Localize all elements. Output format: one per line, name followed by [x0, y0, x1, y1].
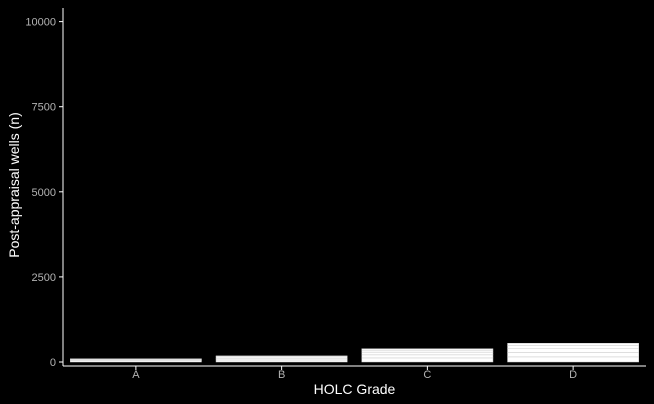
x-tick-label: C [423, 369, 431, 381]
y-tick-label: 10000 [25, 17, 56, 29]
y-tick-label: 7500 [32, 102, 56, 114]
bar-segment [361, 354, 494, 359]
y-tick-label: 2500 [32, 272, 56, 284]
bar-segment [361, 351, 494, 356]
bar-segment [215, 355, 348, 358]
bar-segment [361, 348, 494, 351]
bar-segment [215, 359, 348, 363]
bars-group [70, 343, 639, 363]
bar-segment [215, 358, 348, 361]
bar-C [361, 348, 494, 363]
bar-segment [507, 348, 639, 353]
bar-B [215, 355, 348, 363]
bar-segment [507, 356, 639, 363]
x-tick-label: A [132, 369, 140, 381]
y-axis-title: Post-appraisal wells (n) [6, 112, 22, 258]
bar-segment [507, 352, 639, 358]
bar-segment [507, 343, 639, 346]
bar-segment [507, 345, 639, 349]
y-axis-ticks: 0 2500 5000 7500 10000 [25, 17, 63, 369]
x-axis-ticks: A B C D [132, 366, 577, 381]
bar-segment [361, 357, 494, 363]
x-axis-title: HOLC Grade [314, 381, 396, 397]
y-tick-label: 5000 [32, 187, 56, 199]
y-tick-label: 0 [50, 357, 56, 369]
bar-D [507, 343, 639, 363]
x-tick-label: D [569, 369, 577, 381]
bar-segment [70, 358, 202, 360]
bar-segment [361, 349, 494, 353]
x-tick-label: B [278, 369, 285, 381]
bar-A [70, 358, 202, 363]
